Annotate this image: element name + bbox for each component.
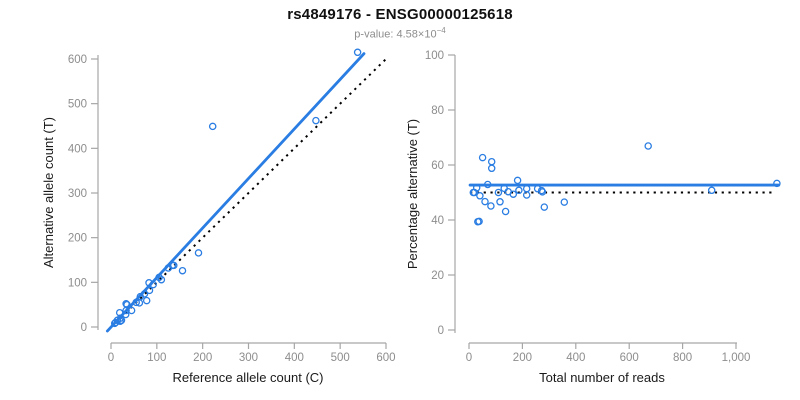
y-tick-label: 40 bbox=[431, 215, 444, 227]
data-point bbox=[501, 207, 510, 216]
y-tick-label: 60 bbox=[431, 160, 444, 172]
data-point bbox=[522, 184, 531, 193]
left-plot: 0 100 200 300 400 500 600 0 100 200 300 400 500 600 Re… bbox=[41, 48, 396, 385]
y-tick-label: 20 bbox=[431, 270, 444, 282]
data-point bbox=[773, 179, 781, 188]
y-tick-label: 100 bbox=[425, 50, 444, 62]
data-point bbox=[487, 164, 496, 173]
y-tick-label: 500 bbox=[68, 99, 87, 111]
data-point bbox=[122, 300, 130, 308]
data-point bbox=[208, 122, 217, 131]
data-point bbox=[538, 188, 547, 196]
data-point bbox=[509, 190, 518, 198]
data-point bbox=[515, 186, 523, 195]
x-tick-label: 800 bbox=[673, 352, 692, 364]
data-point bbox=[522, 191, 531, 199]
x-tick-label: 100 bbox=[147, 352, 166, 364]
page-title: rs4849176 - ENSG00000125618 bbox=[287, 6, 513, 23]
x-tick-label: 0 bbox=[108, 352, 114, 364]
data-point bbox=[560, 198, 569, 206]
data-point bbox=[496, 198, 504, 206]
x-tick-label: 300 bbox=[239, 352, 258, 364]
x-tick-label: 200 bbox=[513, 352, 532, 364]
data-point bbox=[487, 157, 496, 166]
x-tick-label: 600 bbox=[620, 352, 639, 364]
pvalue-exponent: −4 bbox=[436, 26, 446, 35]
data-point bbox=[127, 306, 136, 315]
y-tick-label: 400 bbox=[68, 143, 87, 155]
data-point bbox=[178, 266, 187, 275]
y-tick-label: 300 bbox=[68, 188, 87, 200]
x-tick-label: 400 bbox=[285, 352, 304, 364]
data-point bbox=[194, 249, 203, 257]
data-point bbox=[157, 275, 166, 284]
data-point bbox=[475, 217, 483, 226]
x-axis-title: Total number of reads bbox=[539, 370, 665, 385]
x-tick-label: 200 bbox=[193, 352, 212, 364]
data-point bbox=[494, 188, 503, 197]
data-point bbox=[170, 261, 178, 270]
y-tick-label: 0 bbox=[438, 325, 444, 337]
identity-line bbox=[110, 56, 389, 328]
right-plot: 0 20 40 60 80 100 0 200 400 600 800 1,000 Total numb… bbox=[405, 50, 781, 385]
x-tick-label: 500 bbox=[331, 352, 350, 364]
x-tick-label: 1,000 bbox=[722, 352, 751, 364]
y-tick-label: 0 bbox=[81, 322, 87, 334]
data-point bbox=[478, 153, 487, 162]
data-point bbox=[353, 48, 362, 57]
y-tick-label: 600 bbox=[68, 54, 87, 66]
data-point bbox=[312, 116, 320, 125]
x-tick-label: 600 bbox=[376, 352, 395, 364]
y-tick-label: 200 bbox=[68, 233, 87, 245]
regression-line bbox=[105, 52, 366, 333]
x-tick-label: 0 bbox=[466, 352, 472, 364]
data-point bbox=[487, 202, 495, 210]
data-point bbox=[142, 296, 151, 305]
pvalue-subtitle: p-value: 4.58×10−4 bbox=[0, 26, 800, 41]
data-point bbox=[481, 197, 489, 206]
data-point bbox=[476, 192, 484, 200]
data-point bbox=[644, 142, 652, 150]
y-tick-label: 80 bbox=[431, 105, 444, 117]
data-point bbox=[707, 186, 716, 195]
x-axis-title: Reference allele count (C) bbox=[172, 370, 323, 385]
data-point bbox=[540, 203, 549, 211]
y-tick-label: 100 bbox=[68, 277, 87, 289]
y-axis-title: Alternative allele count (T) bbox=[41, 117, 56, 268]
pvalue-text: p-value: 4.58×10 bbox=[354, 28, 437, 41]
y-axis-title: Percentage alternative (T) bbox=[405, 119, 420, 269]
data-point bbox=[513, 176, 522, 185]
x-tick-label: 400 bbox=[566, 352, 585, 364]
figure-header: rs4849176 - ENSG00000125618 p-value: 4.5… bbox=[0, 0, 800, 41]
